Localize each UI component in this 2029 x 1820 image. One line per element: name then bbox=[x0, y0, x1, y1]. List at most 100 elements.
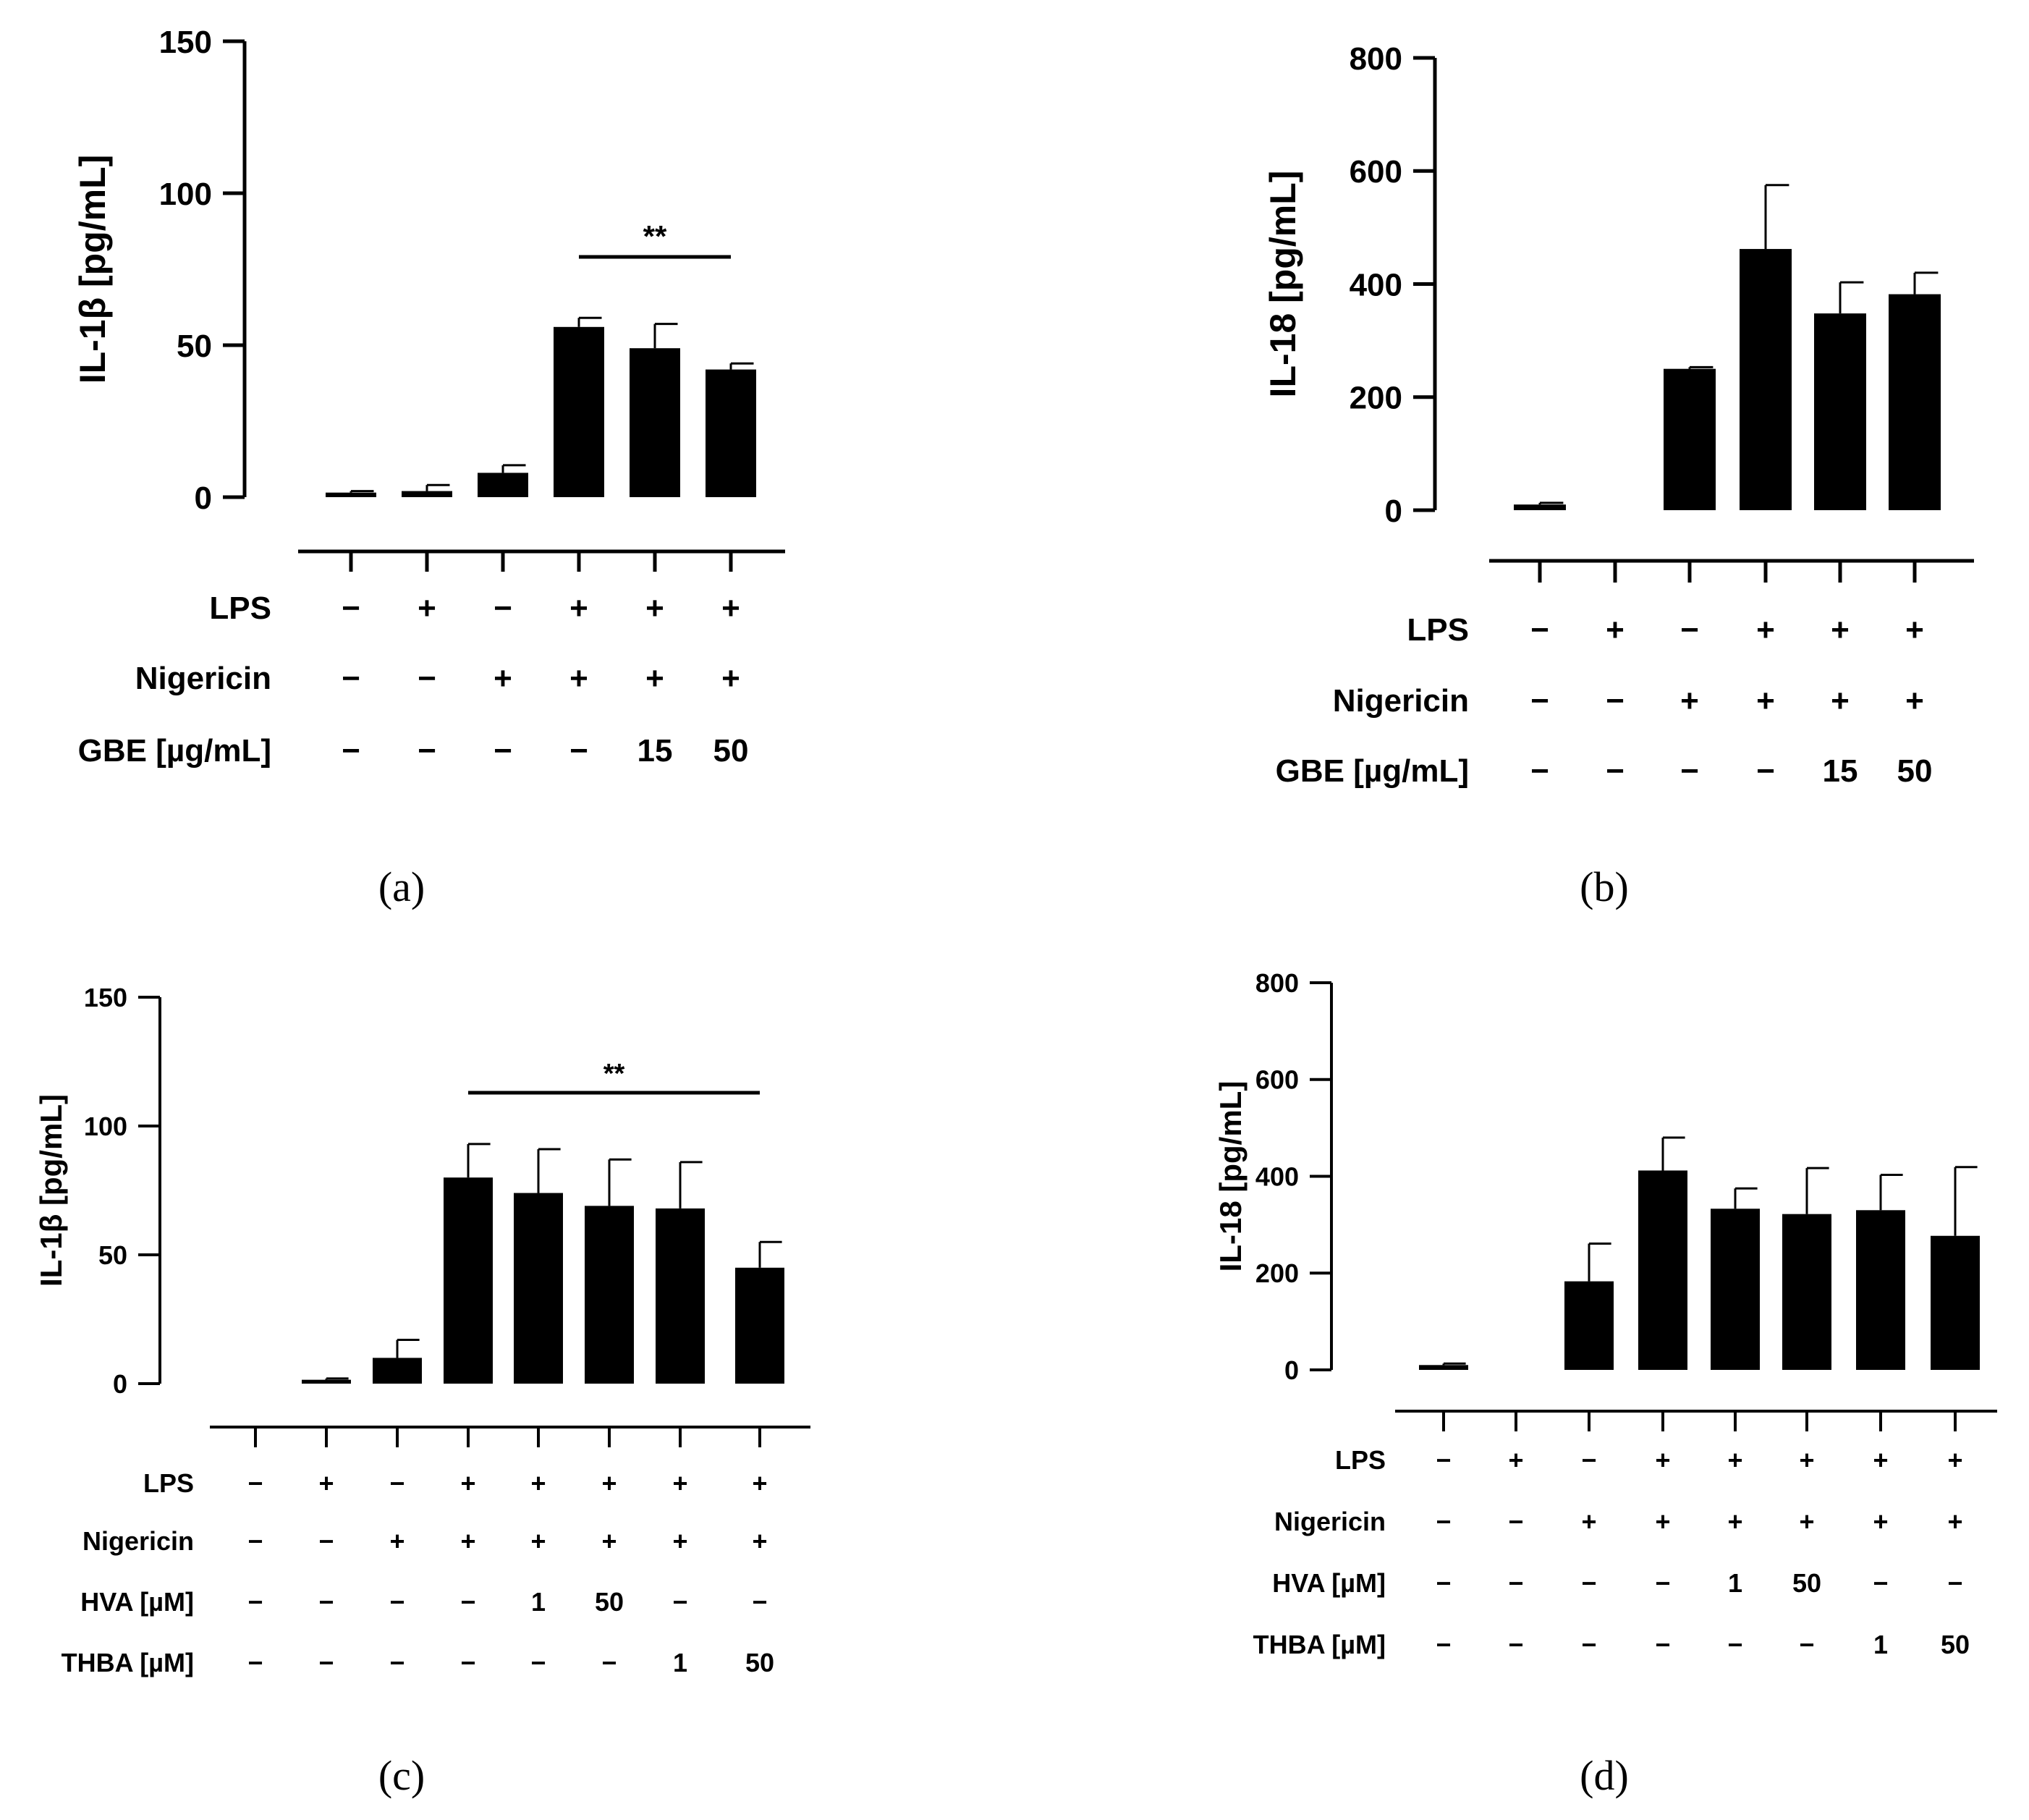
condition-value: 50 bbox=[745, 1648, 774, 1677]
bar bbox=[402, 491, 452, 497]
condition-value: − bbox=[1508, 1630, 1523, 1659]
condition-value: − bbox=[247, 1648, 263, 1677]
condition-value: − bbox=[1655, 1630, 1670, 1659]
condition-value: − bbox=[1436, 1507, 1451, 1536]
y-tick-label: 100 bbox=[84, 1112, 127, 1141]
condition-value: + bbox=[601, 1526, 617, 1556]
significance-label: ** bbox=[603, 1059, 625, 1089]
chart-panel-d: 0 200 400 600 800 IL-18 [pg/mL] LPS − + − + + + + + Nig… bbox=[1213, 968, 1997, 1799]
y-tick-label: 0 bbox=[195, 481, 212, 516]
y-axis-title: IL-18 [pg/mL] bbox=[1263, 171, 1303, 398]
condition-value: 50 bbox=[1941, 1630, 1970, 1659]
condition-value: − bbox=[1727, 1630, 1742, 1659]
chart-panel-a: 0 50 100 150 IL-1β [pg/mL] LPS − + − + + + Nigericin… bbox=[72, 25, 785, 910]
condition-value: − bbox=[342, 591, 360, 626]
bar bbox=[514, 1193, 563, 1384]
condition-value: 50 bbox=[595, 1587, 624, 1617]
condition-value: − bbox=[1655, 1568, 1670, 1598]
bar bbox=[1889, 294, 1941, 510]
bar bbox=[1814, 313, 1866, 510]
condition-value: 1 bbox=[1873, 1630, 1888, 1659]
condition-value: + bbox=[1947, 1445, 1962, 1475]
condition-value: − bbox=[1581, 1445, 1596, 1475]
condition-value: − bbox=[1436, 1630, 1451, 1659]
condition-value: + bbox=[1905, 683, 1924, 719]
y-tick-label: 50 bbox=[177, 329, 212, 364]
y-tick-label: 200 bbox=[1350, 381, 1402, 416]
condition-value: + bbox=[672, 1526, 687, 1556]
condition-label: HVA [µM] bbox=[1272, 1568, 1386, 1598]
condition-value: − bbox=[1873, 1568, 1888, 1598]
y-axis-title: IL-1β [pg/mL] bbox=[72, 155, 113, 384]
condition-value: 1 bbox=[673, 1648, 687, 1677]
condition-value: + bbox=[530, 1468, 546, 1498]
bar bbox=[373, 1358, 422, 1384]
condition-value: − bbox=[247, 1526, 263, 1556]
condition-label: Nigericin bbox=[1333, 683, 1469, 719]
condition-label: HVA [µM] bbox=[80, 1587, 194, 1617]
condition-value: − bbox=[1581, 1568, 1596, 1598]
y-tick-label: 400 bbox=[1255, 1161, 1299, 1191]
condition-value: − bbox=[1436, 1568, 1451, 1598]
panel-label: (c) bbox=[378, 1752, 425, 1799]
condition-value: − bbox=[1508, 1507, 1523, 1536]
condition-value: + bbox=[1831, 612, 1850, 648]
y-tick-label: 50 bbox=[98, 1240, 127, 1270]
bar bbox=[656, 1208, 705, 1384]
condition-value: − bbox=[418, 733, 436, 769]
y-tick-label: 200 bbox=[1255, 1258, 1299, 1288]
condition-value: 1 bbox=[531, 1587, 546, 1617]
condition-label: THBA [µM] bbox=[62, 1648, 194, 1677]
y-tick-label: 0 bbox=[1284, 1355, 1299, 1385]
condition-value: − bbox=[460, 1648, 475, 1677]
y-tick-label: 800 bbox=[1255, 968, 1299, 998]
bar bbox=[1931, 1235, 1980, 1370]
condition-value: − bbox=[247, 1587, 263, 1617]
condition-value: + bbox=[752, 1526, 767, 1556]
condition-value: + bbox=[1606, 612, 1625, 648]
bar bbox=[1564, 1281, 1614, 1370]
bar bbox=[1740, 249, 1792, 510]
condition-label: LPS bbox=[1335, 1445, 1386, 1475]
condition-value: + bbox=[460, 1526, 475, 1556]
bar bbox=[444, 1177, 493, 1384]
condition-value: 15 bbox=[637, 733, 673, 769]
condition-value: + bbox=[418, 591, 436, 626]
chart-panel-b: 0 200 400 600 800 IL-18 [pg/mL] LPS − + − + + + Niger… bbox=[1263, 41, 1974, 910]
condition-value: + bbox=[601, 1468, 617, 1498]
y-tick-label: 600 bbox=[1255, 1065, 1299, 1095]
condition-value: + bbox=[1873, 1445, 1888, 1475]
condition-value: 50 bbox=[1792, 1568, 1821, 1598]
condition-value: − bbox=[1606, 683, 1625, 719]
bar bbox=[735, 1267, 784, 1384]
condition-value: − bbox=[672, 1587, 687, 1617]
condition-value: − bbox=[1508, 1568, 1523, 1598]
condition-value: − bbox=[318, 1587, 334, 1617]
condition-value: 1 bbox=[1728, 1568, 1742, 1598]
y-axis-title: IL-1β [pg/mL] bbox=[34, 1094, 68, 1287]
bar bbox=[1419, 1365, 1468, 1370]
condition-value: + bbox=[721, 661, 740, 696]
y-tick-label: 0 bbox=[113, 1369, 127, 1399]
condition-value: − bbox=[1530, 683, 1549, 719]
condition-value: + bbox=[1947, 1507, 1962, 1536]
condition-value: + bbox=[645, 591, 664, 626]
condition-value: 50 bbox=[1897, 753, 1933, 789]
bar bbox=[302, 1379, 351, 1384]
condition-value: + bbox=[645, 661, 664, 696]
condition-value: − bbox=[1680, 612, 1699, 648]
condition-value: − bbox=[342, 661, 360, 696]
condition-label: Nigericin bbox=[82, 1526, 194, 1556]
condition-label: GBE [µg/mL] bbox=[78, 733, 271, 769]
condition-value: + bbox=[1799, 1507, 1814, 1536]
condition-value: 50 bbox=[713, 733, 749, 769]
condition-value: + bbox=[672, 1468, 687, 1498]
condition-value: + bbox=[721, 591, 740, 626]
condition-value: + bbox=[1508, 1445, 1523, 1475]
condition-value: + bbox=[460, 1468, 475, 1498]
condition-value: + bbox=[1727, 1507, 1742, 1536]
condition-value: + bbox=[1655, 1445, 1670, 1475]
y-tick-label: 0 bbox=[1385, 494, 1402, 529]
condition-value: − bbox=[389, 1468, 404, 1498]
